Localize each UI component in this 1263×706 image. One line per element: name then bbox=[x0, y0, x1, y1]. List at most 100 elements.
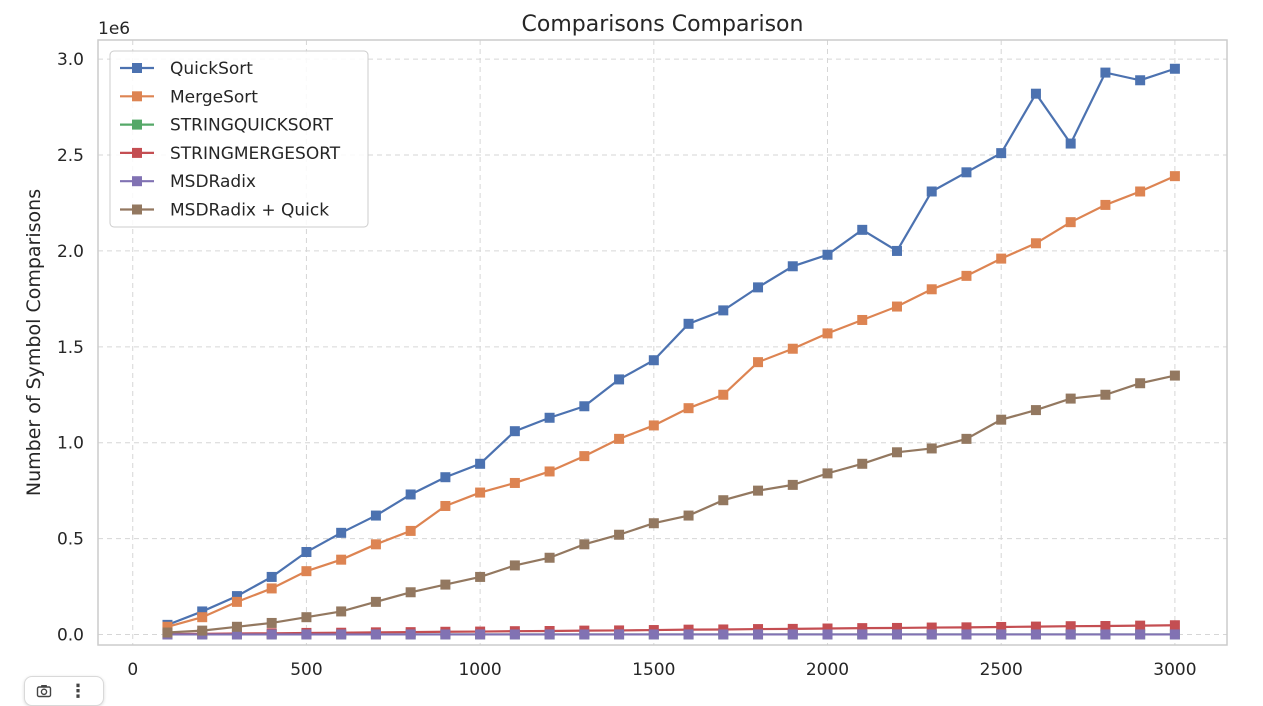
camera-icon[interactable] bbox=[35, 682, 53, 700]
data-point bbox=[1100, 629, 1111, 640]
data-point bbox=[475, 629, 486, 640]
data-point bbox=[1135, 620, 1146, 631]
series-msdradix bbox=[162, 629, 1180, 640]
data-point bbox=[266, 583, 277, 594]
data-point bbox=[1030, 621, 1041, 632]
data-point bbox=[475, 571, 486, 582]
data-point bbox=[961, 167, 972, 178]
data-point bbox=[753, 485, 764, 496]
data-point bbox=[509, 560, 520, 571]
ticks: 0 500 1000 1500 2000 2500 3000 0.0 0.5 1.0 1.5 2.0 2… bbox=[57, 50, 1197, 680]
data-point bbox=[162, 621, 173, 632]
data-point bbox=[787, 343, 798, 354]
data-point bbox=[891, 447, 902, 458]
legend-marker bbox=[132, 176, 142, 187]
data-point bbox=[648, 355, 659, 366]
data-point bbox=[961, 433, 972, 444]
series-quicksort bbox=[162, 63, 1180, 630]
x-tick-label: 2500 bbox=[980, 660, 1023, 680]
data-point bbox=[683, 629, 694, 640]
data-point bbox=[1100, 199, 1111, 210]
data-point bbox=[718, 389, 729, 400]
data-point bbox=[1065, 217, 1076, 228]
data-point bbox=[822, 629, 833, 640]
series-line bbox=[167, 67, 1176, 626]
data-point bbox=[579, 401, 590, 412]
data-point bbox=[1100, 621, 1111, 632]
data-point bbox=[996, 629, 1007, 640]
data-point bbox=[544, 466, 555, 477]
data-point bbox=[683, 318, 694, 329]
data-point bbox=[475, 458, 486, 469]
data-point bbox=[1100, 389, 1111, 400]
data-point bbox=[822, 468, 833, 479]
data-point bbox=[926, 186, 937, 197]
data-point bbox=[961, 622, 972, 633]
y-tick-label: 0.5 bbox=[57, 530, 84, 550]
data-point bbox=[753, 624, 764, 635]
data-point bbox=[1030, 405, 1041, 416]
data-point bbox=[1135, 629, 1146, 640]
data-point bbox=[718, 495, 729, 506]
data-point bbox=[891, 629, 902, 640]
data-point bbox=[996, 621, 1007, 632]
data-point bbox=[1030, 629, 1041, 640]
legend-item: MergeSort bbox=[120, 87, 258, 107]
data-point bbox=[1030, 88, 1041, 99]
legend-label: MergeSort bbox=[170, 87, 258, 107]
data-point bbox=[231, 629, 242, 640]
more-vertical-icon[interactable]: ⋮ bbox=[69, 680, 87, 702]
data-point bbox=[301, 612, 312, 623]
data-point bbox=[1135, 378, 1146, 389]
data-point bbox=[926, 629, 937, 640]
x-tick-label: 1000 bbox=[458, 660, 501, 680]
legend-marker bbox=[132, 91, 142, 102]
x-tick-label: 2000 bbox=[806, 660, 849, 680]
data-point bbox=[405, 525, 416, 536]
data-point bbox=[1135, 75, 1146, 86]
data-point bbox=[857, 629, 868, 640]
figure-toolbar: ⋮ bbox=[24, 676, 104, 706]
data-point bbox=[579, 451, 590, 462]
data-point bbox=[787, 479, 798, 490]
data-point bbox=[648, 629, 659, 640]
data-point bbox=[231, 591, 242, 602]
data-point bbox=[787, 629, 798, 640]
series-line bbox=[167, 624, 1175, 636]
data-point bbox=[1030, 238, 1041, 249]
data-point bbox=[996, 253, 1007, 264]
data-point bbox=[648, 420, 659, 431]
data-point bbox=[1065, 629, 1076, 640]
data-point bbox=[475, 487, 486, 498]
data-point bbox=[822, 328, 833, 339]
x-tick-label: 1500 bbox=[632, 660, 675, 680]
data-point bbox=[370, 596, 381, 607]
data-point bbox=[822, 623, 833, 634]
data-point bbox=[1065, 393, 1076, 404]
y-tick-label: 2.5 bbox=[57, 146, 84, 166]
data-point bbox=[440, 472, 451, 483]
data-point bbox=[231, 621, 242, 632]
data-point bbox=[787, 261, 798, 272]
data-point bbox=[857, 458, 868, 469]
data-point bbox=[614, 433, 625, 444]
data-point bbox=[440, 579, 451, 590]
data-point bbox=[405, 629, 416, 640]
data-point bbox=[683, 403, 694, 414]
data-point bbox=[857, 224, 868, 235]
data-point bbox=[1065, 138, 1076, 149]
data-point bbox=[544, 552, 555, 563]
legend-label: QuickSort bbox=[170, 59, 253, 79]
data-point bbox=[440, 629, 451, 640]
data-point bbox=[1169, 63, 1180, 74]
y-tick-label: 1.0 bbox=[57, 434, 84, 454]
x-tick-label: 500 bbox=[290, 660, 322, 680]
y-axis-label: Number of Symbol Comparisons bbox=[23, 189, 45, 496]
data-point bbox=[301, 566, 312, 577]
legend-label: STRINGQUICKSORT bbox=[170, 116, 333, 136]
legend-label: MSDRadix + Quick bbox=[170, 201, 329, 221]
data-point bbox=[996, 414, 1007, 425]
data-point bbox=[753, 282, 764, 293]
data-point bbox=[683, 510, 694, 521]
